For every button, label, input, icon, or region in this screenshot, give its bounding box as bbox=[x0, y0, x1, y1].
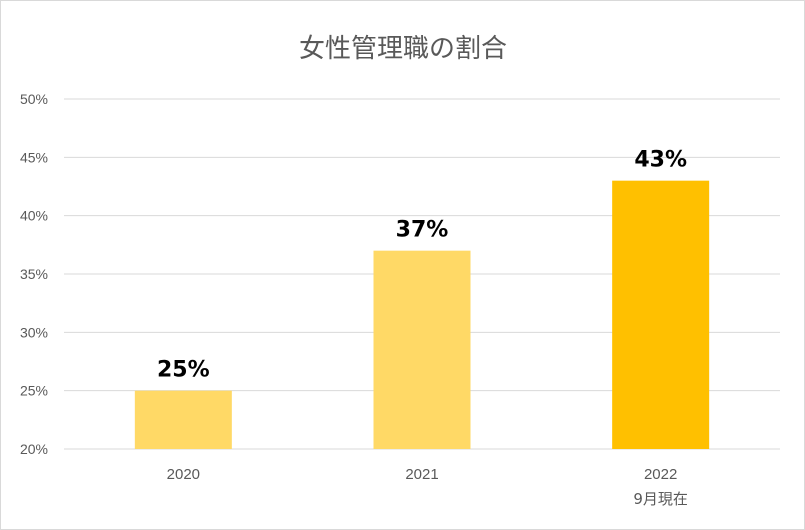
x-category-2022: 2022 bbox=[644, 466, 677, 483]
bar-2021 bbox=[373, 250, 471, 449]
data-label-2020: 25% bbox=[157, 358, 210, 383]
x-axis-categories: 2020 2021 2022 9月現在 bbox=[167, 466, 688, 508]
y-tick-label: 40% bbox=[20, 208, 48, 224]
bars bbox=[134, 180, 710, 449]
data-label-2021: 37% bbox=[396, 218, 449, 243]
y-tick-label: 45% bbox=[20, 149, 48, 165]
y-tick-label: 30% bbox=[20, 324, 48, 340]
data-labels: 25% 37% 43% bbox=[157, 148, 687, 383]
y-axis-ticks: 20% 25% 30% 35% 40% 45% 50% bbox=[20, 91, 48, 457]
x-category-2021: 2021 bbox=[405, 466, 438, 483]
x-category-2020: 2020 bbox=[167, 466, 200, 483]
y-tick-label: 20% bbox=[20, 441, 48, 457]
bar-2022 bbox=[612, 180, 710, 449]
y-tick-label: 25% bbox=[20, 383, 48, 399]
chart-title: 女性管理職の割合 bbox=[299, 34, 507, 64]
y-tick-label: 50% bbox=[20, 91, 48, 107]
y-tick-label: 35% bbox=[20, 266, 48, 282]
data-label-2022: 43% bbox=[634, 148, 687, 173]
bar-2020 bbox=[134, 390, 232, 449]
x-category-sublabel: 9月現在 bbox=[633, 490, 688, 508]
